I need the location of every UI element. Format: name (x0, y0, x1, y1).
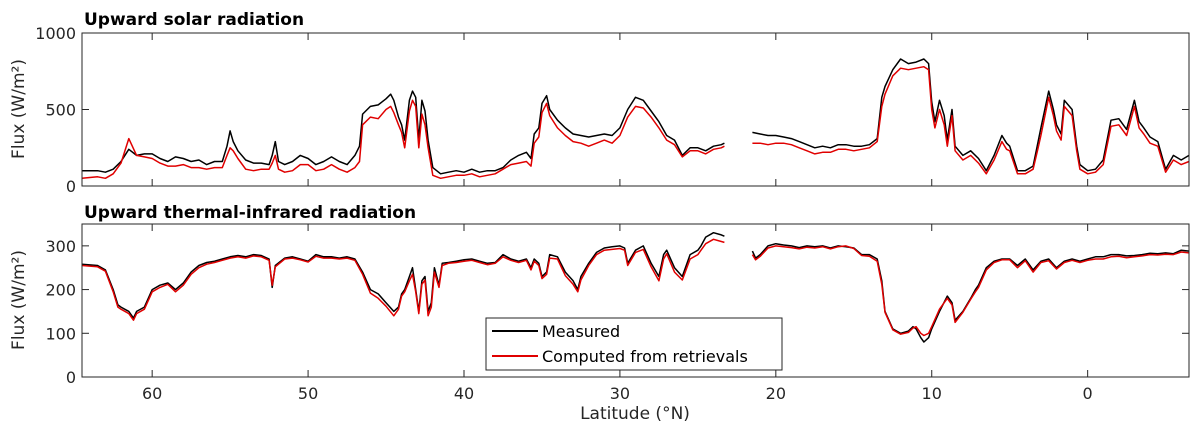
thermal-computed-line-segment-1 (81, 238, 725, 321)
solar-series-layer (81, 58, 1190, 180)
legend-label-measured: Measured (542, 322, 620, 341)
thermal-measured-line-segment-1 (81, 231, 725, 319)
solar-y-tick-label: 500 (45, 101, 76, 120)
solar-panel-title: Upward solar radiation (84, 10, 304, 30)
solar-measured-line-segment-2 (752, 58, 1190, 172)
x-tick-label: 0 (1083, 384, 1093, 403)
solar-y-tick-label: 0 (66, 177, 76, 196)
thermal-series-layer (81, 231, 1190, 343)
thermal-y-tick-label: 300 (45, 237, 76, 256)
x-tick-label: 40 (454, 384, 474, 403)
solar-y-axis-label: Flux (W/m²) (9, 59, 29, 159)
solar-plot-frame (81, 32, 1190, 187)
thermal-plot-frame (81, 223, 1190, 378)
thermal-y-tick-label: 100 (45, 324, 76, 343)
thermal-y-tick-label: 0 (66, 368, 76, 387)
solar-ticks-layer: 0 500 1000 (35, 24, 1189, 196)
x-tick-label: 20 (766, 384, 786, 403)
solar-computed-line-segment-1 (81, 99, 725, 180)
x-tick-label: 30 (610, 384, 630, 403)
thermal-y-axis-label: Flux (W/m²) (9, 250, 29, 350)
thermal-computed-line-segment-2 (751, 245, 1190, 337)
thermal-panel: Upward thermal-infrared radiation 010020… (9, 203, 1190, 424)
x-tick-label: 10 (922, 384, 942, 403)
solar-measured-line-segment-1 (82, 90, 725, 175)
solar-plot-background (82, 33, 1189, 186)
solar-panel: Upward solar radiation 0 500 1000 Flux (W/… (9, 10, 1190, 196)
legend-label-computed: Computed from retrievals (542, 347, 748, 366)
solar-y-tick-label: 1000 (35, 24, 76, 43)
x-axis-label: Latitude (°N) (580, 404, 690, 424)
x-tick-label: 60 (142, 384, 162, 403)
thermal-y-tick-label: 200 (45, 281, 76, 300)
legend-box (485, 317, 783, 371)
legend: Measured Computed from retrievals (485, 317, 783, 371)
thermal-panel-title: Upward thermal-infrared radiation (84, 203, 416, 223)
solar-computed-line-segment-2 (752, 65, 1190, 175)
x-tick-label: 50 (298, 384, 318, 403)
